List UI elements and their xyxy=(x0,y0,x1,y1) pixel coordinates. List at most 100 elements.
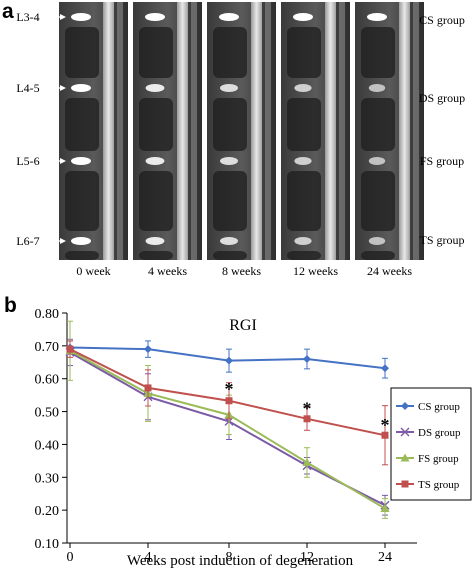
data-point xyxy=(400,427,410,437)
timepoint-label: 24 weeks xyxy=(367,264,412,278)
mri-frame xyxy=(133,2,202,260)
spinal-cord xyxy=(399,2,410,260)
data-point xyxy=(302,458,312,466)
mri-frame xyxy=(355,2,424,260)
vertebral-body xyxy=(361,251,395,260)
level-arrowhead xyxy=(60,85,66,91)
intervertebral-disc xyxy=(368,237,386,245)
intervertebral-disc xyxy=(145,13,165,21)
intervertebral-disc xyxy=(71,237,91,245)
vertebral-body xyxy=(139,251,173,260)
vertebral-body xyxy=(361,171,395,231)
soft-tissue xyxy=(117,2,123,260)
series-line xyxy=(69,351,386,507)
intervertebral-disc xyxy=(220,84,238,92)
data-point xyxy=(381,431,389,439)
vertebral-body xyxy=(65,27,99,78)
vertebral-body xyxy=(361,27,395,78)
data-point xyxy=(381,364,389,373)
level-arrowhead xyxy=(60,14,66,20)
group-label: TS group xyxy=(420,233,465,247)
vertebral-body xyxy=(139,98,173,151)
vertebral-body xyxy=(139,27,173,78)
y-tick-label: 0.70 xyxy=(35,340,60,355)
spinal-cord xyxy=(251,2,262,260)
intervertebral-disc xyxy=(294,84,312,92)
vertebral-body xyxy=(287,98,321,151)
mri-frame xyxy=(207,2,276,260)
y-tick-label: 0.10 xyxy=(35,537,60,552)
legend-label: FS group xyxy=(418,453,459,465)
intervertebral-disc xyxy=(219,13,239,21)
panel-b-letter: b xyxy=(4,294,17,317)
group-label: DS group xyxy=(419,91,465,105)
intervertebral-disc xyxy=(294,157,312,165)
x-tick-label: 0 xyxy=(67,550,74,565)
legend: CS group DS group FS group TS group xyxy=(390,387,472,501)
vertebral-body xyxy=(287,171,321,231)
vertebral-body xyxy=(287,27,321,78)
spinal-cord xyxy=(103,2,114,260)
timepoint-label: 0 week xyxy=(76,264,110,278)
chart-title: RGI xyxy=(229,317,257,334)
vertebral-body xyxy=(139,171,173,231)
intervertebral-disc xyxy=(220,157,238,165)
data-point xyxy=(66,345,74,353)
y-tick-label: 0.20 xyxy=(35,504,60,519)
y-tick-label: 0.80 xyxy=(35,307,60,322)
intervertebral-disc xyxy=(293,13,313,21)
group-label: CS group xyxy=(419,13,465,27)
timepoint-label: 12 weeks xyxy=(293,264,338,278)
intervertebral-disc xyxy=(71,13,91,21)
significance-marker: * xyxy=(225,379,234,399)
series-line xyxy=(69,349,386,510)
x-tick-label: 24 xyxy=(378,550,392,565)
vertebral-body xyxy=(65,171,99,231)
data-point xyxy=(401,402,409,410)
soft-tissue xyxy=(339,2,345,260)
data-point xyxy=(303,355,311,363)
intervertebral-disc xyxy=(71,157,91,165)
soft-tissue xyxy=(191,2,197,260)
intervertebral-disc xyxy=(368,84,386,92)
level-label: L3-4 xyxy=(16,10,39,24)
series-line xyxy=(69,346,386,370)
legend-label: DS group xyxy=(418,427,461,439)
significance-marker: * xyxy=(381,415,390,435)
intervertebral-disc xyxy=(367,13,387,21)
data-point xyxy=(380,504,390,512)
data-point xyxy=(225,356,233,365)
y-tick-label: 0.40 xyxy=(35,438,60,453)
x-tick-label: 12 xyxy=(300,550,314,565)
level-label: L4-5 xyxy=(16,81,39,95)
series-ts-group xyxy=(66,340,389,466)
intervertebral-disc xyxy=(368,157,386,165)
data-point xyxy=(400,453,410,462)
vertebral-body xyxy=(213,171,247,231)
spinal-cord xyxy=(177,2,188,260)
level-label: L5-6 xyxy=(16,154,39,168)
vertebral-body xyxy=(213,98,247,151)
y-tick-label: 0.30 xyxy=(35,471,60,486)
intervertebral-disc xyxy=(145,237,165,245)
soft-tissue xyxy=(265,2,271,260)
vertebral-body xyxy=(65,251,99,260)
data-point xyxy=(225,397,233,405)
x-tick-label: 4 xyxy=(145,550,152,565)
intervertebral-disc xyxy=(294,237,312,245)
x-tick-label: 8 xyxy=(226,550,233,565)
intervertebral-disc xyxy=(220,237,238,245)
soft-tissue xyxy=(413,2,419,260)
timepoint-label: 8 weeks xyxy=(222,264,261,278)
vertebral-body xyxy=(65,98,99,151)
intervertebral-disc xyxy=(71,84,91,92)
group-label: FS group xyxy=(420,154,464,168)
y-tick-label: 0.60 xyxy=(35,373,60,388)
data-point xyxy=(401,480,409,488)
data-point xyxy=(144,345,152,354)
vertebral-body xyxy=(361,98,395,151)
significance-marker: * xyxy=(303,399,312,419)
mri-panel: L3-4 L4-5 L5-6 L6-7 CS group DS group FS group… xyxy=(16,2,465,278)
legend-label: TS group xyxy=(418,479,460,491)
